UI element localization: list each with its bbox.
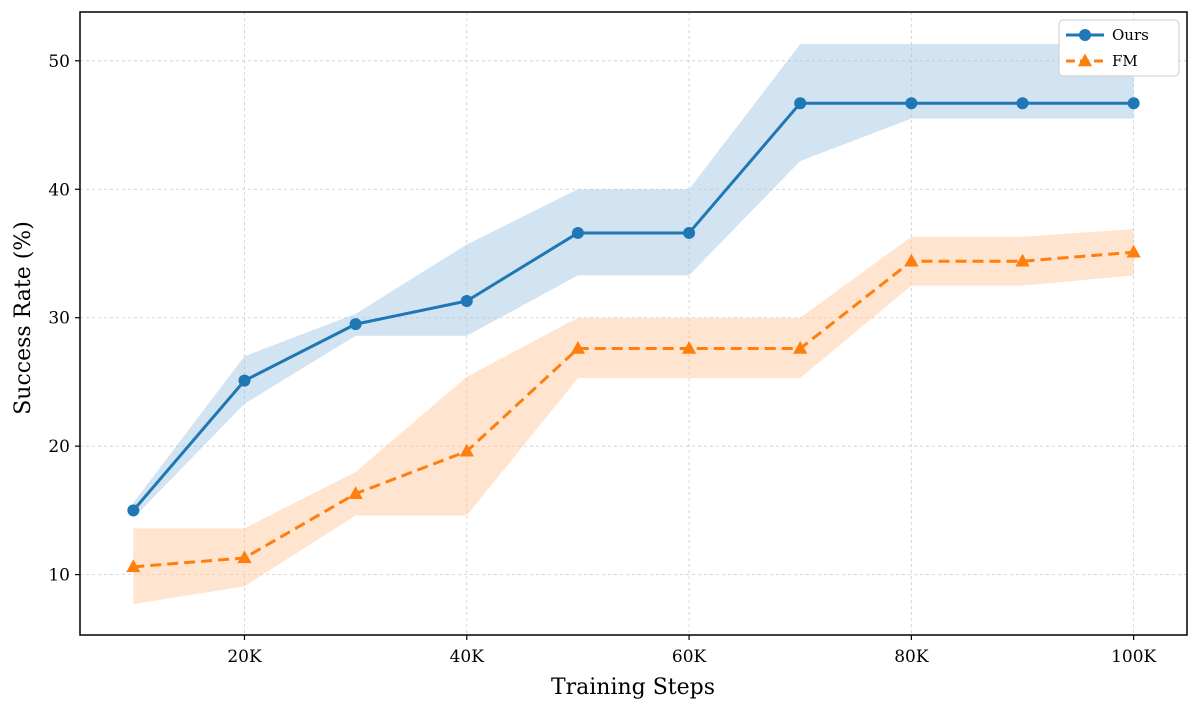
ours-data-point: [571, 226, 584, 239]
legend-marker-fm: [1077, 53, 1093, 67]
ours-data-point: [238, 374, 251, 387]
fm-data-point: [348, 486, 363, 499]
x-axis-label: Training Steps: [551, 675, 715, 700]
legend: Ours FM: [1058, 19, 1180, 77]
fm-data-point: [1015, 253, 1030, 267]
y-tick-label: 30: [48, 309, 70, 329]
y-axis-label: Success Rate (%): [11, 221, 36, 415]
x-tick-label: 20K: [227, 647, 262, 667]
fm-data-point: [570, 341, 586, 354]
ours-data-point: [460, 295, 473, 308]
ours-data-point: [349, 318, 362, 331]
fm-data-point: [459, 443, 474, 457]
x-tick-label: 60K: [672, 647, 707, 667]
plot-frame: [79, 11, 1188, 636]
y-tick-label: 50: [48, 52, 70, 72]
x-tick-label: 40K: [450, 647, 485, 667]
y-tick-label: 40: [48, 180, 70, 200]
fm-data-point: [237, 550, 252, 564]
legend-label-fm: FM: [1112, 52, 1138, 70]
series-lines: [132, 101, 1134, 569]
series-markers: [126, 97, 1141, 573]
fm-data-point: [1126, 244, 1141, 258]
x-tick-label: 100K: [1111, 647, 1156, 667]
fm-data-point: [126, 559, 141, 573]
ours-data-point: [905, 97, 918, 110]
x-axis-ticks: 20K 40K 60K 80K 100K: [227, 635, 1157, 667]
x-tick-label: 80K: [894, 647, 929, 667]
legend-marker-ours: [1079, 29, 1091, 41]
fm-data-point: [904, 253, 919, 267]
ours-data-point: [794, 97, 807, 110]
fm-series-line: [133, 250, 1134, 569]
ours-series-line: [132, 101, 1134, 512]
ours-data-point: [1127, 97, 1140, 110]
fm-data-point: [681, 341, 697, 354]
ours-data-point: [127, 504, 140, 517]
legend-entry-ours: Ours: [1066, 26, 1149, 44]
legend-label-ours: Ours: [1112, 26, 1149, 44]
fm-data-point: [793, 341, 808, 354]
y-tick-label: 20: [48, 437, 70, 457]
ours-data-point: [1016, 97, 1029, 110]
fm-confidence-band: [133, 229, 1134, 605]
ours-confidence-band: [133, 44, 1134, 519]
y-tick-label: 10: [48, 566, 70, 586]
confidence-bands: [133, 44, 1134, 605]
y-axis-ticks: 10 20 30 40 50: [48, 52, 80, 586]
legend-entry-fm: FM: [1066, 52, 1138, 70]
ours-data-point: [683, 226, 696, 239]
